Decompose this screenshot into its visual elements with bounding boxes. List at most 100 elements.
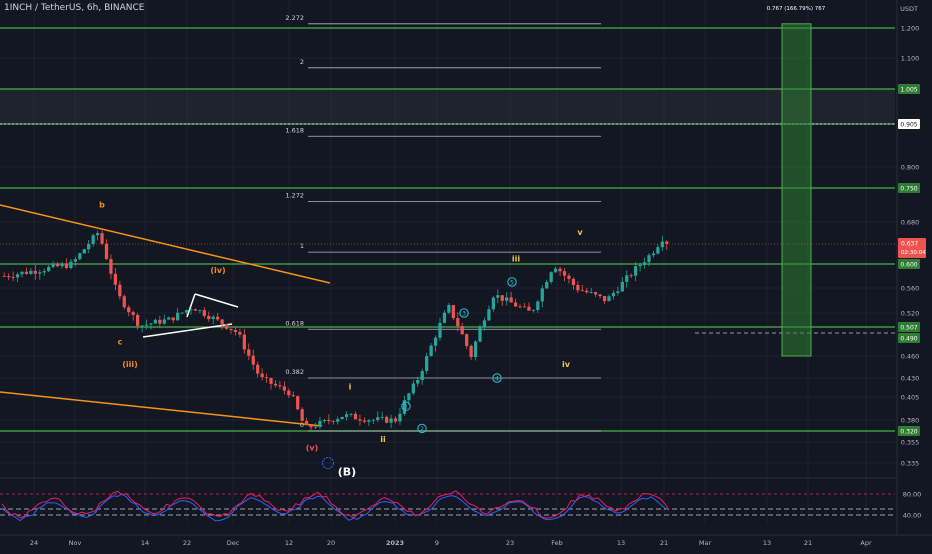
y-tick-label: 0.335 [901, 460, 920, 468]
candle-body [176, 312, 180, 321]
x-tick-label: 20 [327, 539, 335, 547]
candle-body [531, 309, 535, 311]
candle-body [625, 275, 629, 282]
candle-body [327, 419, 331, 422]
x-tick-label: 21 [804, 539, 812, 547]
candle-body [202, 310, 206, 316]
osc-level-label: 80.00 [903, 491, 922, 499]
candle-body [273, 383, 278, 386]
candle-body [451, 305, 455, 318]
candle-body [425, 356, 429, 371]
candle-body [456, 317, 460, 327]
candle-body [60, 263, 64, 267]
level-tag-label: 0.490 [900, 336, 917, 343]
candle-body [371, 420, 375, 421]
wave-circle-number: 1 [404, 404, 408, 411]
x-tick-label: 13 [617, 539, 625, 547]
candle-body [318, 420, 322, 427]
candle-body [393, 418, 398, 422]
candle-body [51, 263, 55, 267]
candle-body [647, 255, 651, 263]
candle-body [256, 364, 260, 374]
x-tick-label: 13 [763, 539, 771, 547]
level-tag-label: 1.005 [900, 87, 917, 94]
candle-body [216, 316, 220, 320]
level-tag [898, 183, 920, 193]
candle-body [380, 416, 384, 418]
candle-body [465, 334, 469, 346]
fib-label: 0.382 [285, 368, 304, 376]
candle-body [634, 266, 638, 276]
y-tick-label: 0.355 [901, 439, 920, 447]
candle-body [585, 290, 589, 293]
y-tick-label: 0.680 [901, 219, 920, 227]
candle-body [247, 349, 251, 356]
candle-body [47, 266, 51, 272]
candle-body [131, 312, 135, 315]
candle-body [513, 302, 518, 307]
candle-body [264, 377, 269, 379]
candle-body [469, 345, 473, 357]
osc-level-label: 40.00 [903, 512, 922, 520]
candle-body [509, 297, 513, 303]
wave-label: b [99, 200, 105, 209]
level-tag [898, 333, 920, 343]
quote-currency-label: USDT [900, 5, 918, 13]
candle-body [576, 285, 580, 291]
wave-label: i [349, 382, 352, 391]
candle-body [353, 413, 358, 420]
candle-body [442, 312, 447, 323]
candle-body [20, 271, 24, 275]
candle-body [322, 419, 327, 421]
candle-body [233, 330, 238, 333]
candle-body [500, 295, 504, 301]
candle-body [78, 253, 82, 260]
candle-body [309, 425, 313, 428]
current-price-countdown: 02:30:04 [901, 250, 926, 256]
wave-label: c [118, 338, 123, 347]
candle-body [402, 400, 407, 414]
candle-body [558, 268, 562, 272]
y-tick-label: 1.100 [901, 55, 920, 63]
candle-body [73, 259, 77, 262]
candle-body [296, 396, 300, 410]
level-tag-label: 0.600 [900, 262, 917, 269]
candle-body [158, 319, 162, 324]
candle-body [562, 271, 567, 276]
x-tick-label: Nov [69, 539, 82, 547]
y-tick-label: 0.380 [901, 417, 920, 425]
wave-circle [459, 308, 469, 318]
y-tick-label: 0.405 [901, 394, 920, 402]
target-box [781, 23, 812, 357]
triangle-line-upper [194, 293, 239, 308]
candle-body [344, 414, 349, 417]
wave-label: (iv) [210, 266, 225, 275]
level-tag [898, 119, 920, 129]
fib-label: 1.618 [285, 126, 304, 134]
wave-circle-number: 5 [510, 279, 514, 286]
wave-circle-number: 2 [420, 426, 424, 433]
wave-circle [401, 401, 411, 411]
candle-body [64, 263, 69, 268]
wave-label: (B) [338, 465, 356, 478]
time-axis [0, 535, 932, 550]
candle-body [473, 341, 478, 357]
candle-body [189, 309, 193, 311]
candle-body [238, 332, 242, 335]
trend-line-lower [0, 391, 323, 427]
candle-body [224, 324, 229, 329]
candle-body [153, 319, 158, 324]
y-tick-label: 0.520 [901, 310, 920, 318]
candle-body [278, 385, 282, 387]
candle-body [2, 276, 6, 277]
candle-body [522, 306, 527, 308]
candle-body [242, 334, 246, 350]
level-tag-label: 0.905 [900, 122, 917, 129]
candle-body [407, 393, 411, 401]
candle-body [220, 319, 224, 325]
candle-body [100, 233, 104, 244]
symbol-title: 1INCH / TetherUS, 6h, BINANCE [4, 3, 145, 13]
candle-body [7, 276, 11, 277]
